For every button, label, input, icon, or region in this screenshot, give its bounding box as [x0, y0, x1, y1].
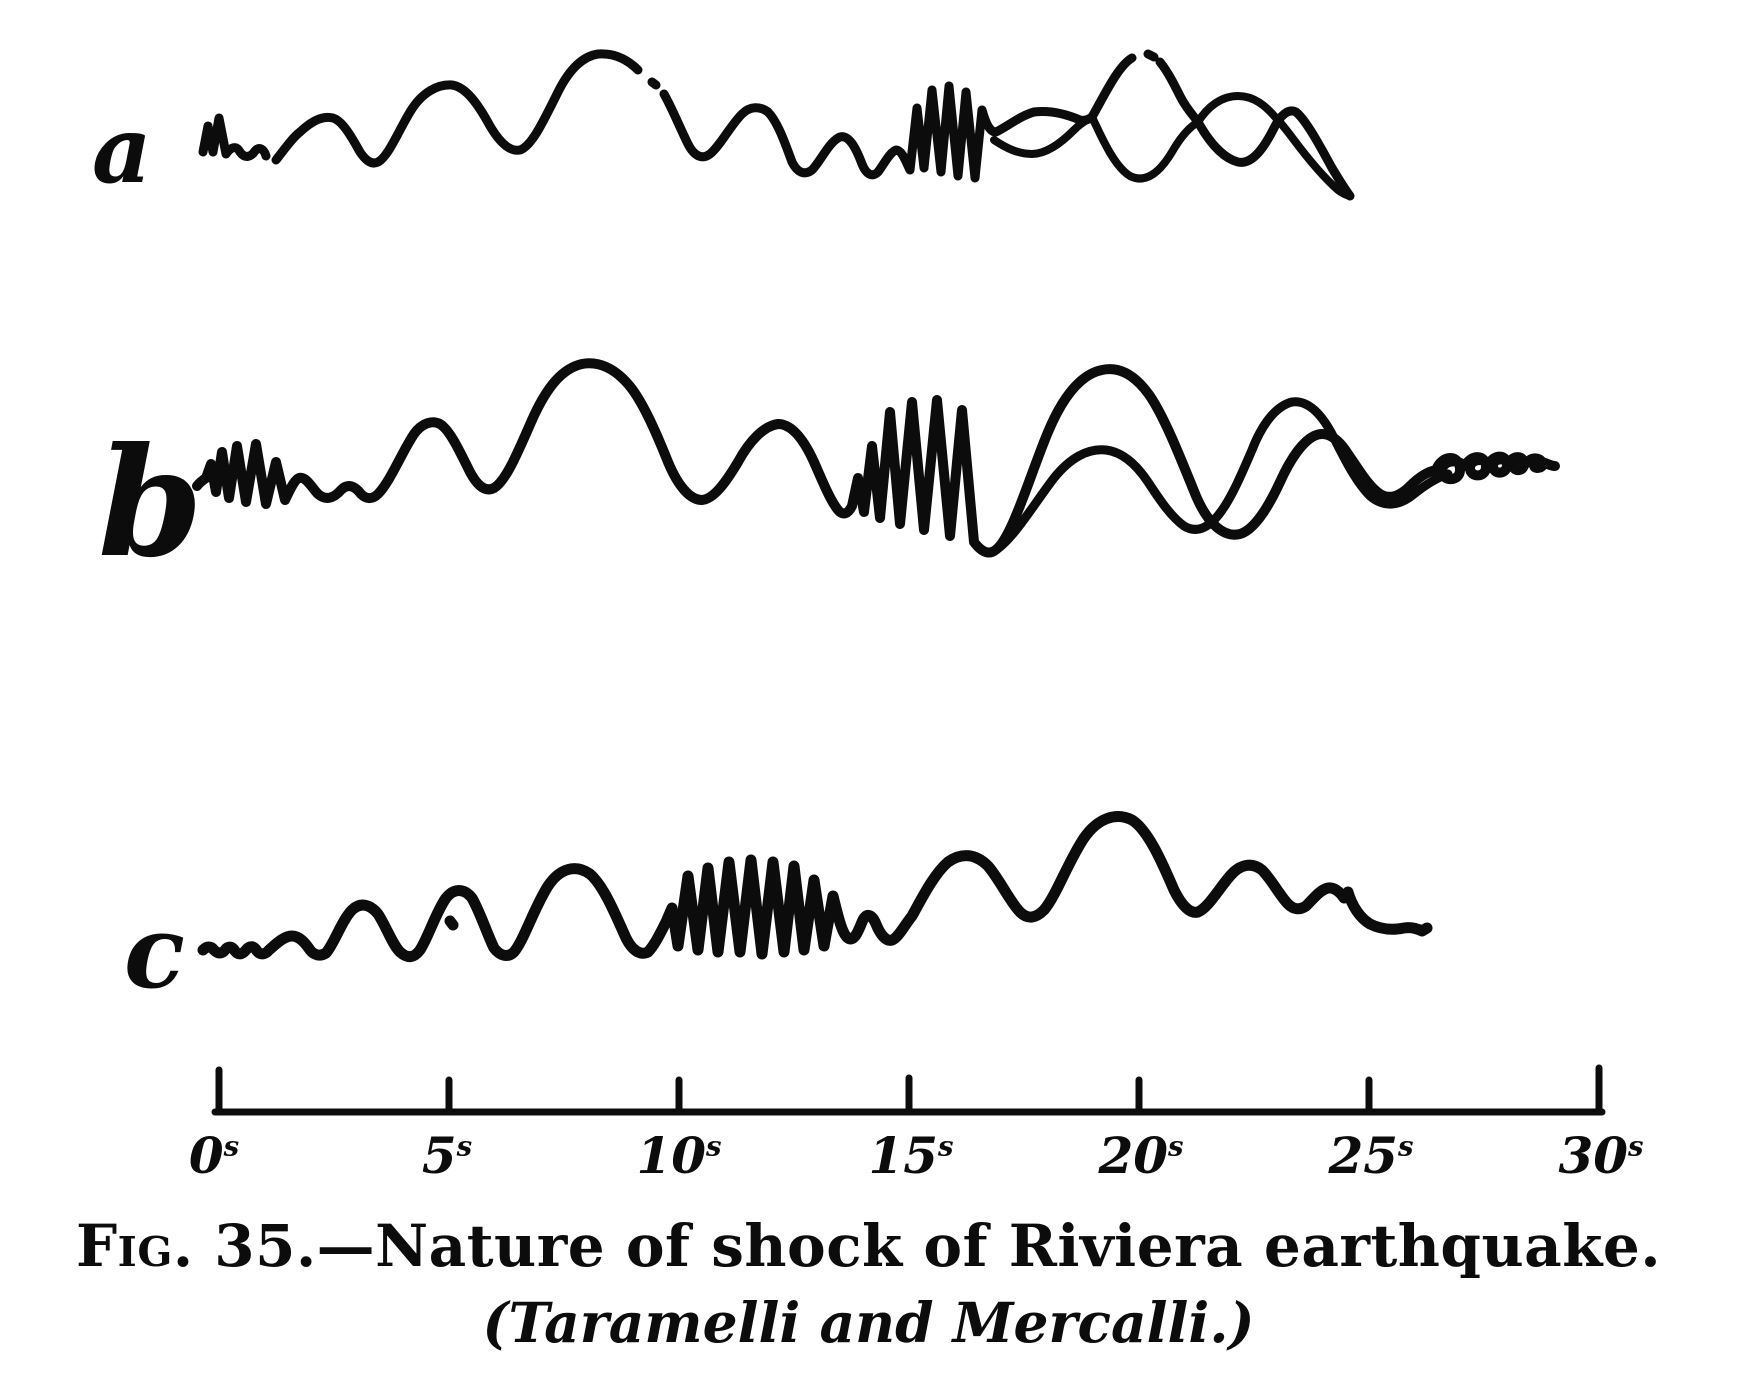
x-tick-label-30s: 30s	[1558, 1126, 1644, 1185]
trace-label-b: b	[98, 415, 203, 591]
tick-unit: s	[456, 1130, 473, 1163]
caption-credit: (Taramelli and Mercalli.)	[482, 1290, 1255, 1355]
trace-a-path	[198, 49, 1355, 201]
x-tick-label-0s: 0s	[188, 1126, 240, 1185]
x-tick-label-5s: 5s	[421, 1126, 473, 1185]
trace-c-path	[197, 811, 1433, 963]
trace-b-overlay-path	[991, 397, 1453, 555]
x-tick-label-25s: 25s	[1328, 1126, 1414, 1185]
tick-unit: s	[1628, 1130, 1644, 1163]
trace-label-a: a	[92, 96, 152, 204]
trace-a-overlay-path	[990, 92, 1354, 200]
tick-unit: s	[938, 1130, 954, 1163]
x-tick-label-15s: 15s	[868, 1126, 954, 1185]
caption-title: —Nature of shock of Riviera earthquake.	[316, 1212, 1662, 1280]
x-tick-label-10s: 10s	[636, 1126, 722, 1185]
x-tick-label-20s: 20s	[1098, 1126, 1184, 1185]
tick-unit: s	[1398, 1130, 1414, 1163]
figure-caption: Fig. 35.—Nature of shock of Riviera eart…	[0, 1212, 1737, 1355]
tick-unit: s	[223, 1130, 240, 1163]
caption-fig-number: Fig. 35.	[75, 1212, 317, 1280]
caption-line-1: Fig. 35.—Nature of shock of Riviera eart…	[0, 1212, 1737, 1280]
x-axis-ticks	[215, 1064, 1603, 1116]
trace-label-c: c	[124, 893, 185, 1011]
tick-unit: s	[706, 1130, 722, 1163]
tick-unit: s	[1168, 1130, 1184, 1163]
trace-b-path	[192, 358, 1560, 558]
